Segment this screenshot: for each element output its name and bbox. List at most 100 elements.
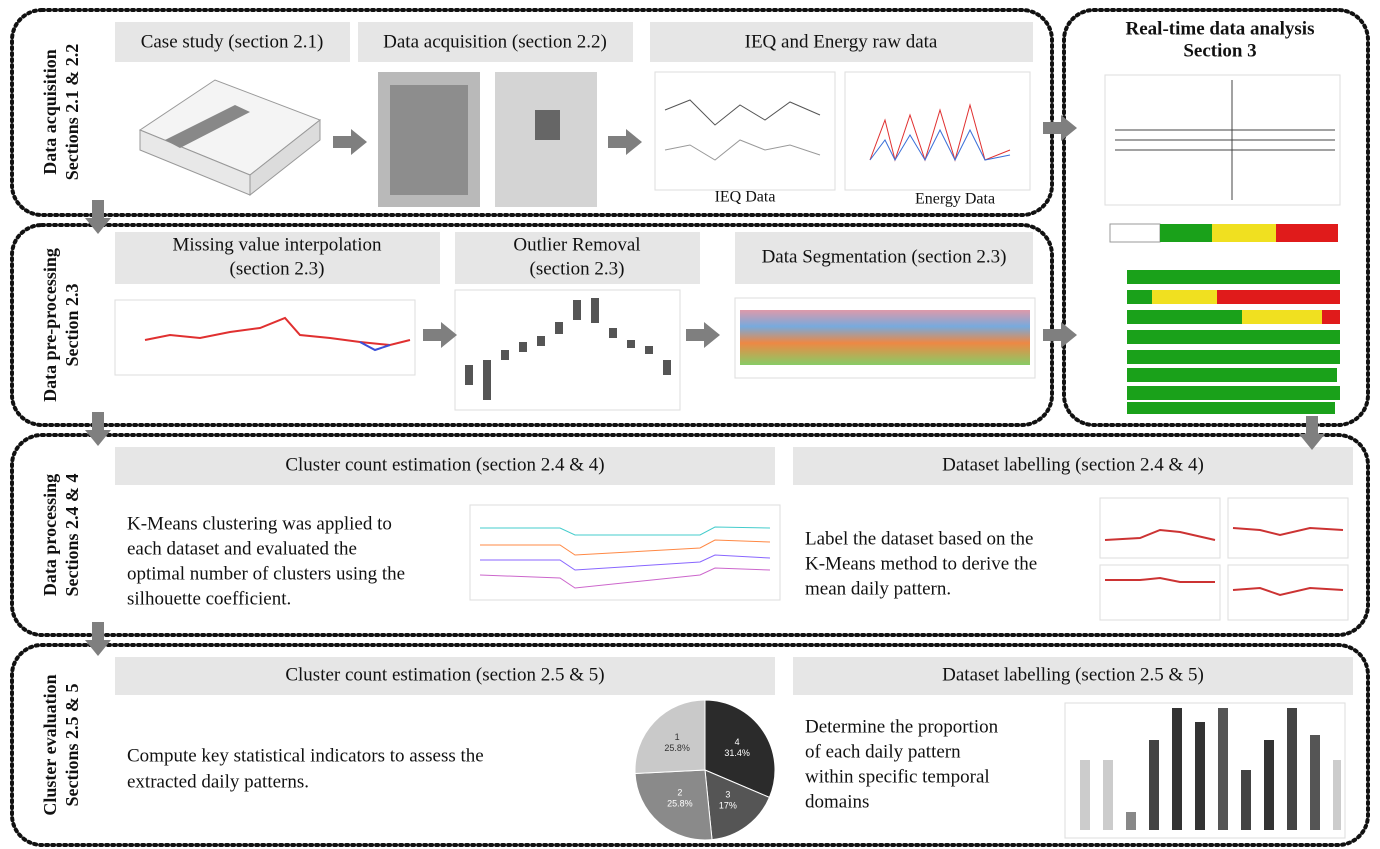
body-text: Compute key statistical indicators to as… — [127, 745, 484, 792]
step-title: Cluster count estimation (section 2.4 & … — [285, 454, 604, 475]
step-title: Data acquisition (section 2.2) — [383, 31, 607, 52]
header-box — [793, 447, 1353, 485]
header-box — [115, 657, 775, 695]
header-box — [455, 232, 700, 284]
thumb-line — [144, 316, 411, 347]
panel-title: Real-time data analysis — [1126, 18, 1315, 39]
panel-title: Section 3 — [1183, 40, 1256, 61]
side-line: Data processing — [40, 474, 60, 596]
pie-slice — [704, 699, 776, 799]
ieq-thumbnail — [654, 71, 836, 191]
building-sketch — [138, 79, 322, 197]
text-line: Compute key statistical indicators to as… — [127, 745, 484, 766]
text-line: K-Means clustering was applied to — [127, 513, 392, 534]
side-line: Data pre-processing — [40, 248, 60, 402]
pie-value-label: 25.8% — [664, 743, 690, 753]
caption: IEQ Data — [715, 189, 776, 206]
status-cell — [1109, 223, 1161, 243]
thumb-line — [480, 554, 771, 571]
thumb-line — [664, 99, 821, 126]
pie-value-label: 17% — [719, 800, 737, 810]
arrow — [85, 200, 111, 234]
status-cell — [1160, 224, 1212, 242]
side-label: Data processing Sections 2.4 & 4 — [40, 474, 82, 597]
step-title: Outlier Removal — [513, 234, 640, 255]
side-label: Data pre-processing Section 2.3 — [40, 248, 82, 402]
step-title: (section 2.3) — [530, 258, 625, 279]
realtime-lines — [1115, 80, 1335, 200]
text-line: Label the dataset based on the — [805, 528, 1033, 549]
pie-category: 3 — [725, 789, 730, 799]
frame-realtime — [1062, 8, 1370, 427]
pie-slice — [634, 769, 713, 841]
photo-panel — [390, 85, 468, 195]
text-line: each dataset and evaluated the — [127, 538, 357, 559]
pie-category: 4 — [735, 737, 740, 747]
text-line: of each daily pattern — [805, 741, 961, 762]
header-box — [735, 232, 1033, 284]
frame-evaluation — [10, 643, 1370, 847]
text-line: domains — [805, 791, 869, 812]
text-line: silhouette coefficient. — [127, 588, 291, 609]
status-cell — [1276, 224, 1338, 242]
thumb-line — [359, 341, 391, 352]
box-plots — [465, 298, 671, 400]
pie-value-label: 31.4% — [724, 748, 750, 758]
arrow — [1043, 322, 1077, 348]
arrow — [333, 129, 367, 155]
arrow — [423, 322, 457, 348]
arrow — [85, 622, 111, 656]
interpolation-thumbnail — [114, 299, 416, 376]
header-box — [115, 232, 440, 284]
text-line: within specific temporal — [805, 766, 990, 787]
thumb-line — [479, 567, 771, 589]
step-title: Dataset labelling (section 2.4 & 4) — [942, 454, 1204, 475]
pie-slice — [634, 699, 706, 775]
caption: Energy Data — [915, 191, 995, 208]
header-box — [115, 447, 775, 485]
photo-sensor — [535, 110, 560, 140]
text-line: Determine the proportion — [805, 716, 999, 737]
body-text: Determine the proportion of each daily pa… — [805, 716, 999, 812]
text-line: mean daily pattern. — [805, 578, 951, 599]
thumb-line — [664, 139, 821, 161]
step-title: IEQ and Energy raw data — [745, 31, 938, 52]
side-line: Sections 2.1 & 2.2 — [62, 44, 82, 181]
side-label: Cluster evaluation Sections 2.5 & 5 — [40, 674, 82, 815]
side-line: Sections 2.5 & 5 — [62, 684, 82, 807]
outlier-thumbnail — [454, 289, 681, 411]
thumb-line — [869, 128, 1011, 162]
segment-lines — [740, 310, 1030, 365]
header-box — [793, 657, 1353, 695]
body-text: Label the dataset based on the K-Means me… — [805, 528, 1037, 599]
side-line: Sections 2.4 & 4 — [62, 474, 82, 597]
step-title: Dataset labelling (section 2.5 & 5) — [942, 664, 1204, 685]
step-title: Missing value interpolation — [173, 234, 382, 255]
header-box — [115, 22, 350, 62]
side-line: Cluster evaluation — [40, 674, 60, 815]
header-box — [358, 22, 633, 62]
body-text: K-Means clustering was applied to each da… — [127, 513, 405, 609]
step-title: (section 2.3) — [230, 258, 325, 279]
arrow — [686, 322, 720, 348]
text-line: K-Means method to derive the — [805, 553, 1037, 574]
pie-slice — [704, 769, 771, 841]
proportion-thumbnail — [1064, 702, 1346, 839]
pie-category: 1 — [675, 732, 680, 742]
labelling-thumbnail — [1099, 497, 1349, 621]
side-label: Data acquisition Sections 2.1 & 2.2 — [40, 44, 82, 181]
side-line: Section 2.3 — [62, 284, 82, 367]
side-line: Data acquisition — [40, 49, 60, 175]
frame-acquisition — [10, 8, 1054, 217]
status-bars — [1127, 270, 1340, 414]
thumb-line — [480, 539, 771, 556]
text-line: optimal number of clusters using the — [127, 563, 405, 584]
thumb-line — [869, 103, 1011, 162]
text-line: extracted daily patterns. — [127, 771, 309, 792]
energy-thumbnail — [844, 71, 1031, 191]
status-cell — [1212, 224, 1276, 242]
pie-value-label: 25.8% — [667, 799, 693, 809]
step-title: Case study (section 2.1) — [141, 31, 324, 52]
arrow — [1043, 115, 1077, 141]
